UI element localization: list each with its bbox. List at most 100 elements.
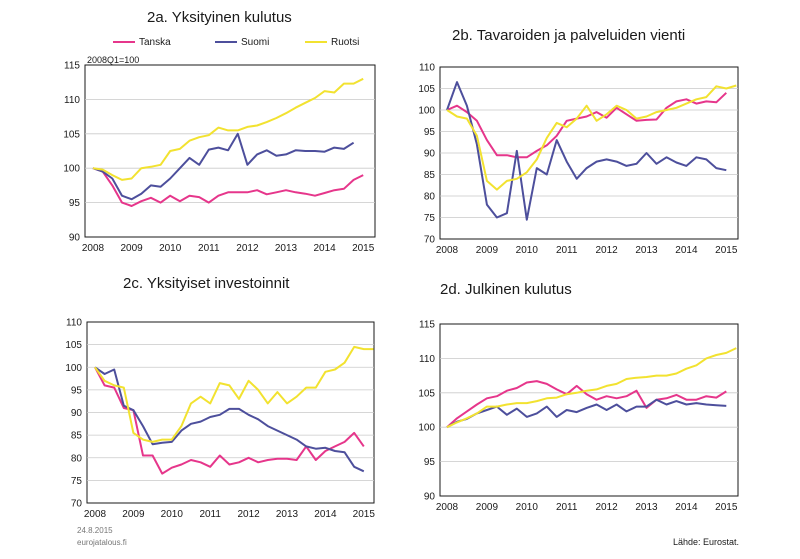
x-tick-label: 2012	[595, 245, 618, 256]
y-tick-label: 90	[69, 233, 81, 244]
x-tick-label: 2015	[715, 502, 738, 513]
y-axis-ticks: 90 95 100 105 110 115	[63, 61, 80, 244]
chart-public-consumption: 2d. Julkinen kulutus 90 95 100 105 110 115 20…	[418, 281, 739, 513]
x-tick-label: 2009	[476, 502, 499, 513]
x-tick-label: 2010	[516, 502, 539, 513]
series-line-suomi	[94, 366, 365, 473]
series-line-ruotsi	[446, 347, 737, 429]
y-tick-label: 95	[424, 457, 436, 468]
y-tick-label: 80	[71, 453, 83, 464]
chart-title: 2d. Julkinen kulutus	[440, 281, 572, 298]
y-tick-label: 95	[69, 198, 81, 209]
series-lines	[92, 77, 364, 207]
y-tick-label: 85	[71, 431, 83, 442]
legend-label-tanska: Tanska	[139, 37, 171, 48]
series-line-tanska	[446, 380, 727, 428]
x-tick-label: 2010	[161, 509, 184, 520]
y-tick-label: 85	[424, 170, 436, 181]
chart-private-consumption: 2a. Yksityinen kulutus 2008Q1=100 90 95 10…	[63, 9, 376, 254]
y-tick-label: 110	[66, 318, 82, 329]
chart-title: 2a. Yksityinen kulutus	[147, 9, 292, 26]
y-axis-ticks: 90 95 100 105 110 115	[418, 320, 435, 503]
x-tick-label: 2015	[715, 245, 738, 256]
y-tick-label: 90	[424, 149, 436, 160]
series-line-suomi	[92, 132, 355, 201]
x-tick-label: 2012	[237, 509, 260, 520]
y-tick-label: 80	[424, 192, 436, 203]
y-axis-ticks: 70 75 80 85 90 95 100 105 110	[65, 318, 82, 510]
x-tick-label: 2014	[314, 509, 337, 520]
y-tick-label: 105	[418, 388, 435, 399]
x-axis-ticks: 2008 2009 2010 2011 2012 2013 2014 2015	[436, 245, 738, 256]
chart-title: 2c. Yksityiset investoinnit	[123, 275, 290, 292]
index-note: 2008Q1=100	[87, 55, 139, 65]
x-tick-label: 2010	[159, 243, 182, 254]
chart-private-investment: 2c. Yksityiset investoinnit 70 75 80 85 90 95…	[65, 275, 375, 520]
y-tick-label: 90	[71, 408, 83, 419]
series-line-tanska	[92, 167, 364, 207]
y-tick-label: 110	[64, 95, 80, 106]
footer-site: eurojatalous.fi	[77, 538, 127, 547]
series-line-ruotsi	[446, 84, 737, 191]
y-tick-label: 105	[63, 129, 80, 140]
y-tick-label: 115	[64, 61, 80, 72]
x-tick-label: 2011	[556, 502, 578, 513]
y-tick-label: 95	[71, 385, 83, 396]
series-line-ruotsi	[92, 77, 364, 181]
y-axis-ticks: 70 75 80 85 90 95 100 105 110	[418, 63, 435, 246]
plot-area	[84, 64, 376, 238]
y-tick-label: 100	[65, 363, 82, 374]
x-tick-label: 2015	[352, 243, 375, 254]
x-tick-label: 2010	[516, 245, 539, 256]
x-axis-ticks: 2008 2009 2010 2011 2012 2013 2014 2015	[82, 243, 375, 254]
x-tick-label: 2011	[198, 243, 220, 254]
legend-label-suomi: Suomi	[241, 37, 269, 48]
series-line-suomi	[446, 81, 727, 221]
x-tick-label: 2014	[675, 502, 698, 513]
y-tick-label: 90	[424, 492, 436, 503]
series-line-suomi	[446, 398, 727, 429]
x-tick-label: 2008	[436, 502, 459, 513]
y-tick-label: 75	[424, 213, 436, 224]
chart-title: 2b. Tavaroiden ja palveluiden vienti	[452, 27, 685, 44]
y-tick-label: 105	[65, 340, 82, 351]
source-note: Lähde: Eurostat.	[673, 537, 739, 547]
x-tick-label: 2014	[313, 243, 336, 254]
y-tick-label: 70	[71, 499, 83, 510]
y-tick-label: 100	[418, 106, 435, 117]
series-lines	[446, 81, 737, 221]
x-tick-label: 2013	[635, 502, 658, 513]
series-line-tanska	[94, 366, 365, 475]
gridlines	[440, 357, 738, 463]
x-tick-label: 2013	[275, 243, 298, 254]
x-tick-label: 2013	[635, 245, 658, 256]
y-tick-label: 95	[424, 127, 436, 138]
series-lines	[94, 345, 374, 475]
x-tick-label: 2015	[353, 509, 376, 520]
y-tick-label: 70	[424, 235, 436, 246]
x-tick-label: 2009	[122, 509, 145, 520]
x-tick-label: 2008	[84, 509, 107, 520]
legend-label-ruotsi: Ruotsi	[331, 37, 359, 48]
gridlines	[85, 99, 375, 204]
series-line-ruotsi	[94, 345, 374, 443]
x-tick-label: 2008	[436, 245, 459, 256]
series-line-tanska	[446, 92, 727, 159]
y-tick-label: 110	[419, 354, 435, 365]
chart-exports: 2b. Tavaroiden ja palveluiden vienti 70 7…	[418, 27, 739, 256]
y-tick-label: 115	[419, 320, 435, 331]
x-axis-ticks: 2008 2009 2010 2011 2012 2013 2014 2015	[436, 502, 738, 513]
x-tick-label: 2014	[675, 245, 698, 256]
legend: Tanska Suomi Ruotsi	[113, 37, 359, 48]
x-tick-label: 2011	[199, 509, 221, 520]
x-tick-label: 2012	[595, 502, 618, 513]
x-tick-label: 2012	[236, 243, 259, 254]
y-tick-label: 75	[71, 476, 83, 487]
series-lines	[446, 347, 737, 429]
footer-date: 24.8.2015	[77, 526, 113, 535]
y-tick-label: 100	[418, 423, 435, 434]
y-tick-label: 100	[63, 164, 80, 175]
x-tick-label: 2008	[82, 243, 105, 254]
y-tick-label: 110	[419, 63, 435, 74]
